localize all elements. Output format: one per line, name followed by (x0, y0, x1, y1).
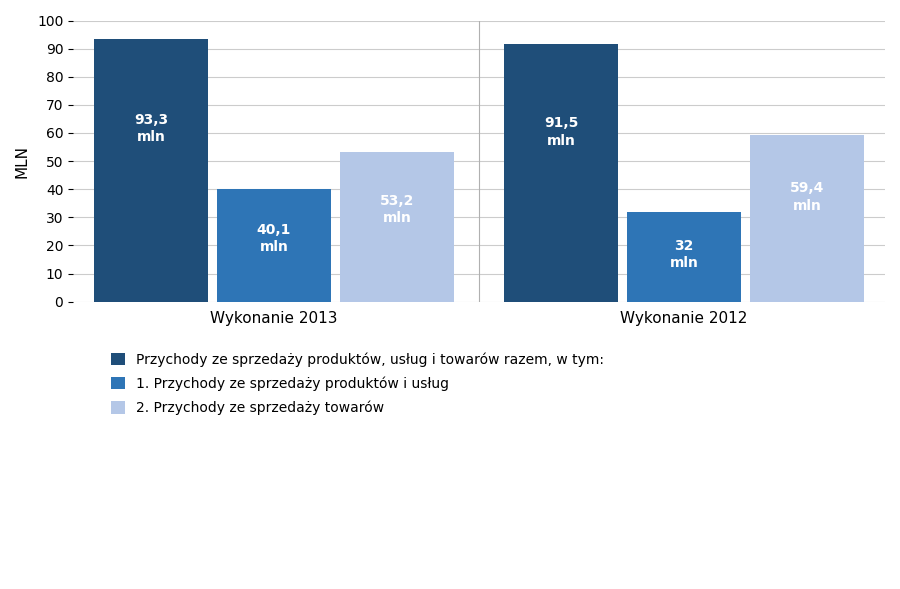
Bar (217, 189, 331, 302)
Bar (339, 152, 454, 302)
Y-axis label: MLN: MLN (15, 144, 30, 178)
Text: 53,2
mln: 53,2 mln (380, 194, 414, 225)
Bar (94, 39, 209, 302)
Bar (626, 211, 742, 302)
Text: 93,3
mln: 93,3 mln (134, 113, 168, 144)
Bar (504, 44, 618, 302)
Text: 40,1
mln: 40,1 mln (256, 223, 292, 254)
Text: 59,4
mln: 59,4 mln (790, 181, 824, 213)
Text: 91,5
mln: 91,5 mln (544, 117, 578, 148)
Text: 32
mln: 32 mln (670, 239, 698, 270)
Bar (750, 135, 865, 302)
Legend: Przychody ze sprzedaży produktów, usług i towarów razem, w tym:, 1. Przychody ze: Przychody ze sprzedaży produktów, usług … (104, 345, 611, 422)
